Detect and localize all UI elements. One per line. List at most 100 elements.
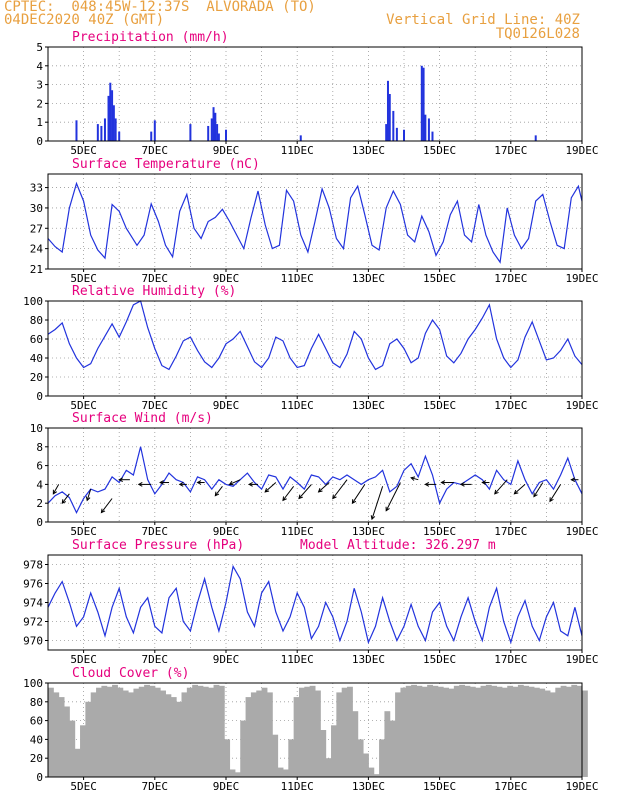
panel4-y-tick-label: 8: [36, 441, 43, 454]
panel4-wind-arrowhead: [549, 497, 554, 503]
panel4-x-tick-label: 7DEC: [142, 525, 169, 538]
header-run-id: TQ0126L028: [495, 26, 580, 42]
panel6-cloud-bar: [544, 690, 551, 777]
panel6-cloud-bar: [90, 692, 97, 777]
panel6-cloud-bar: [192, 684, 199, 777]
panel6-cloud-bar: [501, 687, 508, 777]
panel3-y-tick-label: 20: [30, 371, 43, 384]
panel6-cloud-bar: [325, 758, 332, 777]
panel4-wind-arrow: [385, 482, 401, 511]
panel5-x-tick-label: 15DEC: [423, 653, 456, 666]
panel6-cloud-bar: [352, 711, 359, 777]
panel1-bar: [103, 118, 106, 141]
panel2-x-tick-label: 15DEC: [423, 272, 456, 285]
panel6-cloud-bar: [80, 725, 86, 777]
panel5-x-tick-label: 11DEC: [281, 653, 314, 666]
panel6-cloud-bar: [224, 739, 231, 777]
panel6-y-tick-label: 40: [30, 733, 43, 746]
panel4-wind-arrowhead: [424, 482, 430, 487]
panel6-cloud-bar: [475, 687, 482, 777]
panel6-cloud-bar: [368, 767, 375, 777]
panel4-wind-arrowhead: [85, 496, 91, 502]
panel6-x-tick-label: 19DEC: [565, 780, 598, 793]
panel5-y-tick-label: 972: [23, 616, 43, 629]
panel6-cloud-bar: [256, 690, 263, 777]
panel4-series-line: [47, 446, 583, 514]
panel6-cloud-bar: [336, 692, 343, 777]
panel6-cloud-bar: [112, 684, 118, 777]
panel4-wind-arrowhead: [100, 508, 106, 514]
panel4-wind-arrow: [351, 484, 366, 504]
panel3-frame: [47, 300, 583, 397]
panel6-cloud-bar: [261, 687, 268, 777]
panel6-cloud-bar: [208, 687, 215, 777]
panel6-cloud-bar: [272, 734, 279, 777]
panel4-wind-arrow: [410, 477, 419, 481]
panel6-cloud-bar: [453, 685, 460, 777]
panel4-x-tick-label: 13DEC: [352, 525, 385, 538]
panel3-x-tick-label: 19DEC: [565, 399, 598, 412]
panel6-cloud-bar: [405, 685, 412, 777]
panel6-cloud-bar: [421, 686, 428, 777]
panel6-cloud-bar: [64, 706, 70, 777]
panel6-cloud-bar: [389, 720, 396, 777]
panel6-cloud-bar: [496, 686, 503, 777]
panel6-cloud-bar: [197, 685, 204, 777]
panel6-x-tick-label: 13DEC: [352, 780, 385, 793]
panel4-wind-arrowhead: [52, 489, 58, 495]
panel4-wind-arrowhead: [214, 491, 220, 497]
panel3-y-tick-label: 0: [36, 390, 43, 403]
panel4-x-tick-label: 19DEC: [565, 525, 598, 538]
panel1-bar: [422, 67, 425, 141]
panel6-cloud-bar: [293, 697, 300, 777]
panel6-cloud-bar: [298, 687, 305, 777]
panel6-cloud-bar: [165, 694, 172, 777]
panel4-wind-arrow: [549, 484, 562, 502]
panel1-bar: [403, 129, 405, 141]
panel3-y-tick-label: 100: [23, 295, 43, 308]
panel4-x-tick-label: 15DEC: [423, 525, 456, 538]
panel2-x-tick-label: 7DEC: [142, 272, 169, 285]
panel1-bar: [216, 124, 219, 141]
panel6-cloud-bar: [202, 686, 209, 777]
panel6-cloud-bar: [320, 730, 327, 777]
panel1-bar: [225, 129, 227, 141]
panel6-cloud-bar: [181, 692, 188, 777]
panel2-y-tick-label: 27: [30, 222, 43, 235]
panel6-cloud-bar: [266, 692, 273, 777]
panel1-bar: [388, 94, 391, 141]
panel6-cloud-bar: [170, 697, 177, 777]
panel6-cloud-bar: [106, 686, 113, 777]
panel1-bar: [153, 120, 156, 141]
panel6-cloud-bar: [229, 769, 236, 777]
panel4-wind-arrowhead: [317, 487, 323, 493]
panel1-bar: [420, 65, 423, 141]
panel2-x-tick-label: 13DEC: [352, 272, 385, 285]
panel1-bar: [114, 118, 117, 141]
panel4-wind-arrowhead: [440, 480, 446, 485]
panel4-y-tick-label: 2: [36, 497, 43, 510]
panel3-x-tick-label: 17DEC: [494, 399, 527, 412]
panel6-cloud-bar: [288, 739, 295, 777]
panel6-y-tick-label: 80: [30, 696, 43, 709]
panel6-cloud-bar: [48, 687, 54, 777]
panel4-wind-arrowhead: [248, 482, 253, 487]
panel4-wind-arrowhead: [228, 480, 234, 486]
panel6-cloud-bar: [138, 686, 145, 777]
panel1-bar: [118, 131, 121, 141]
panel1-x-tick-label: 9DEC: [213, 144, 240, 157]
panel2-frame: [47, 173, 583, 270]
panel4-x-tick-label: 11DEC: [281, 525, 314, 538]
panel4-wind-arrowhead: [159, 480, 164, 485]
panel6-cloud-bar: [411, 684, 417, 777]
panel6-cloud-bar: [96, 687, 102, 777]
panel1-bar: [427, 118, 430, 141]
panel1-bar: [111, 90, 114, 141]
panel5-y-tick-label: 976: [23, 578, 43, 591]
panel6-cloud-bar: [282, 769, 289, 777]
panel6-cloud-bar: [373, 774, 380, 777]
panel6-cloud-bar: [480, 685, 487, 777]
panel1-bar: [210, 118, 213, 141]
panel4-y-tick-label: 10: [30, 422, 43, 435]
